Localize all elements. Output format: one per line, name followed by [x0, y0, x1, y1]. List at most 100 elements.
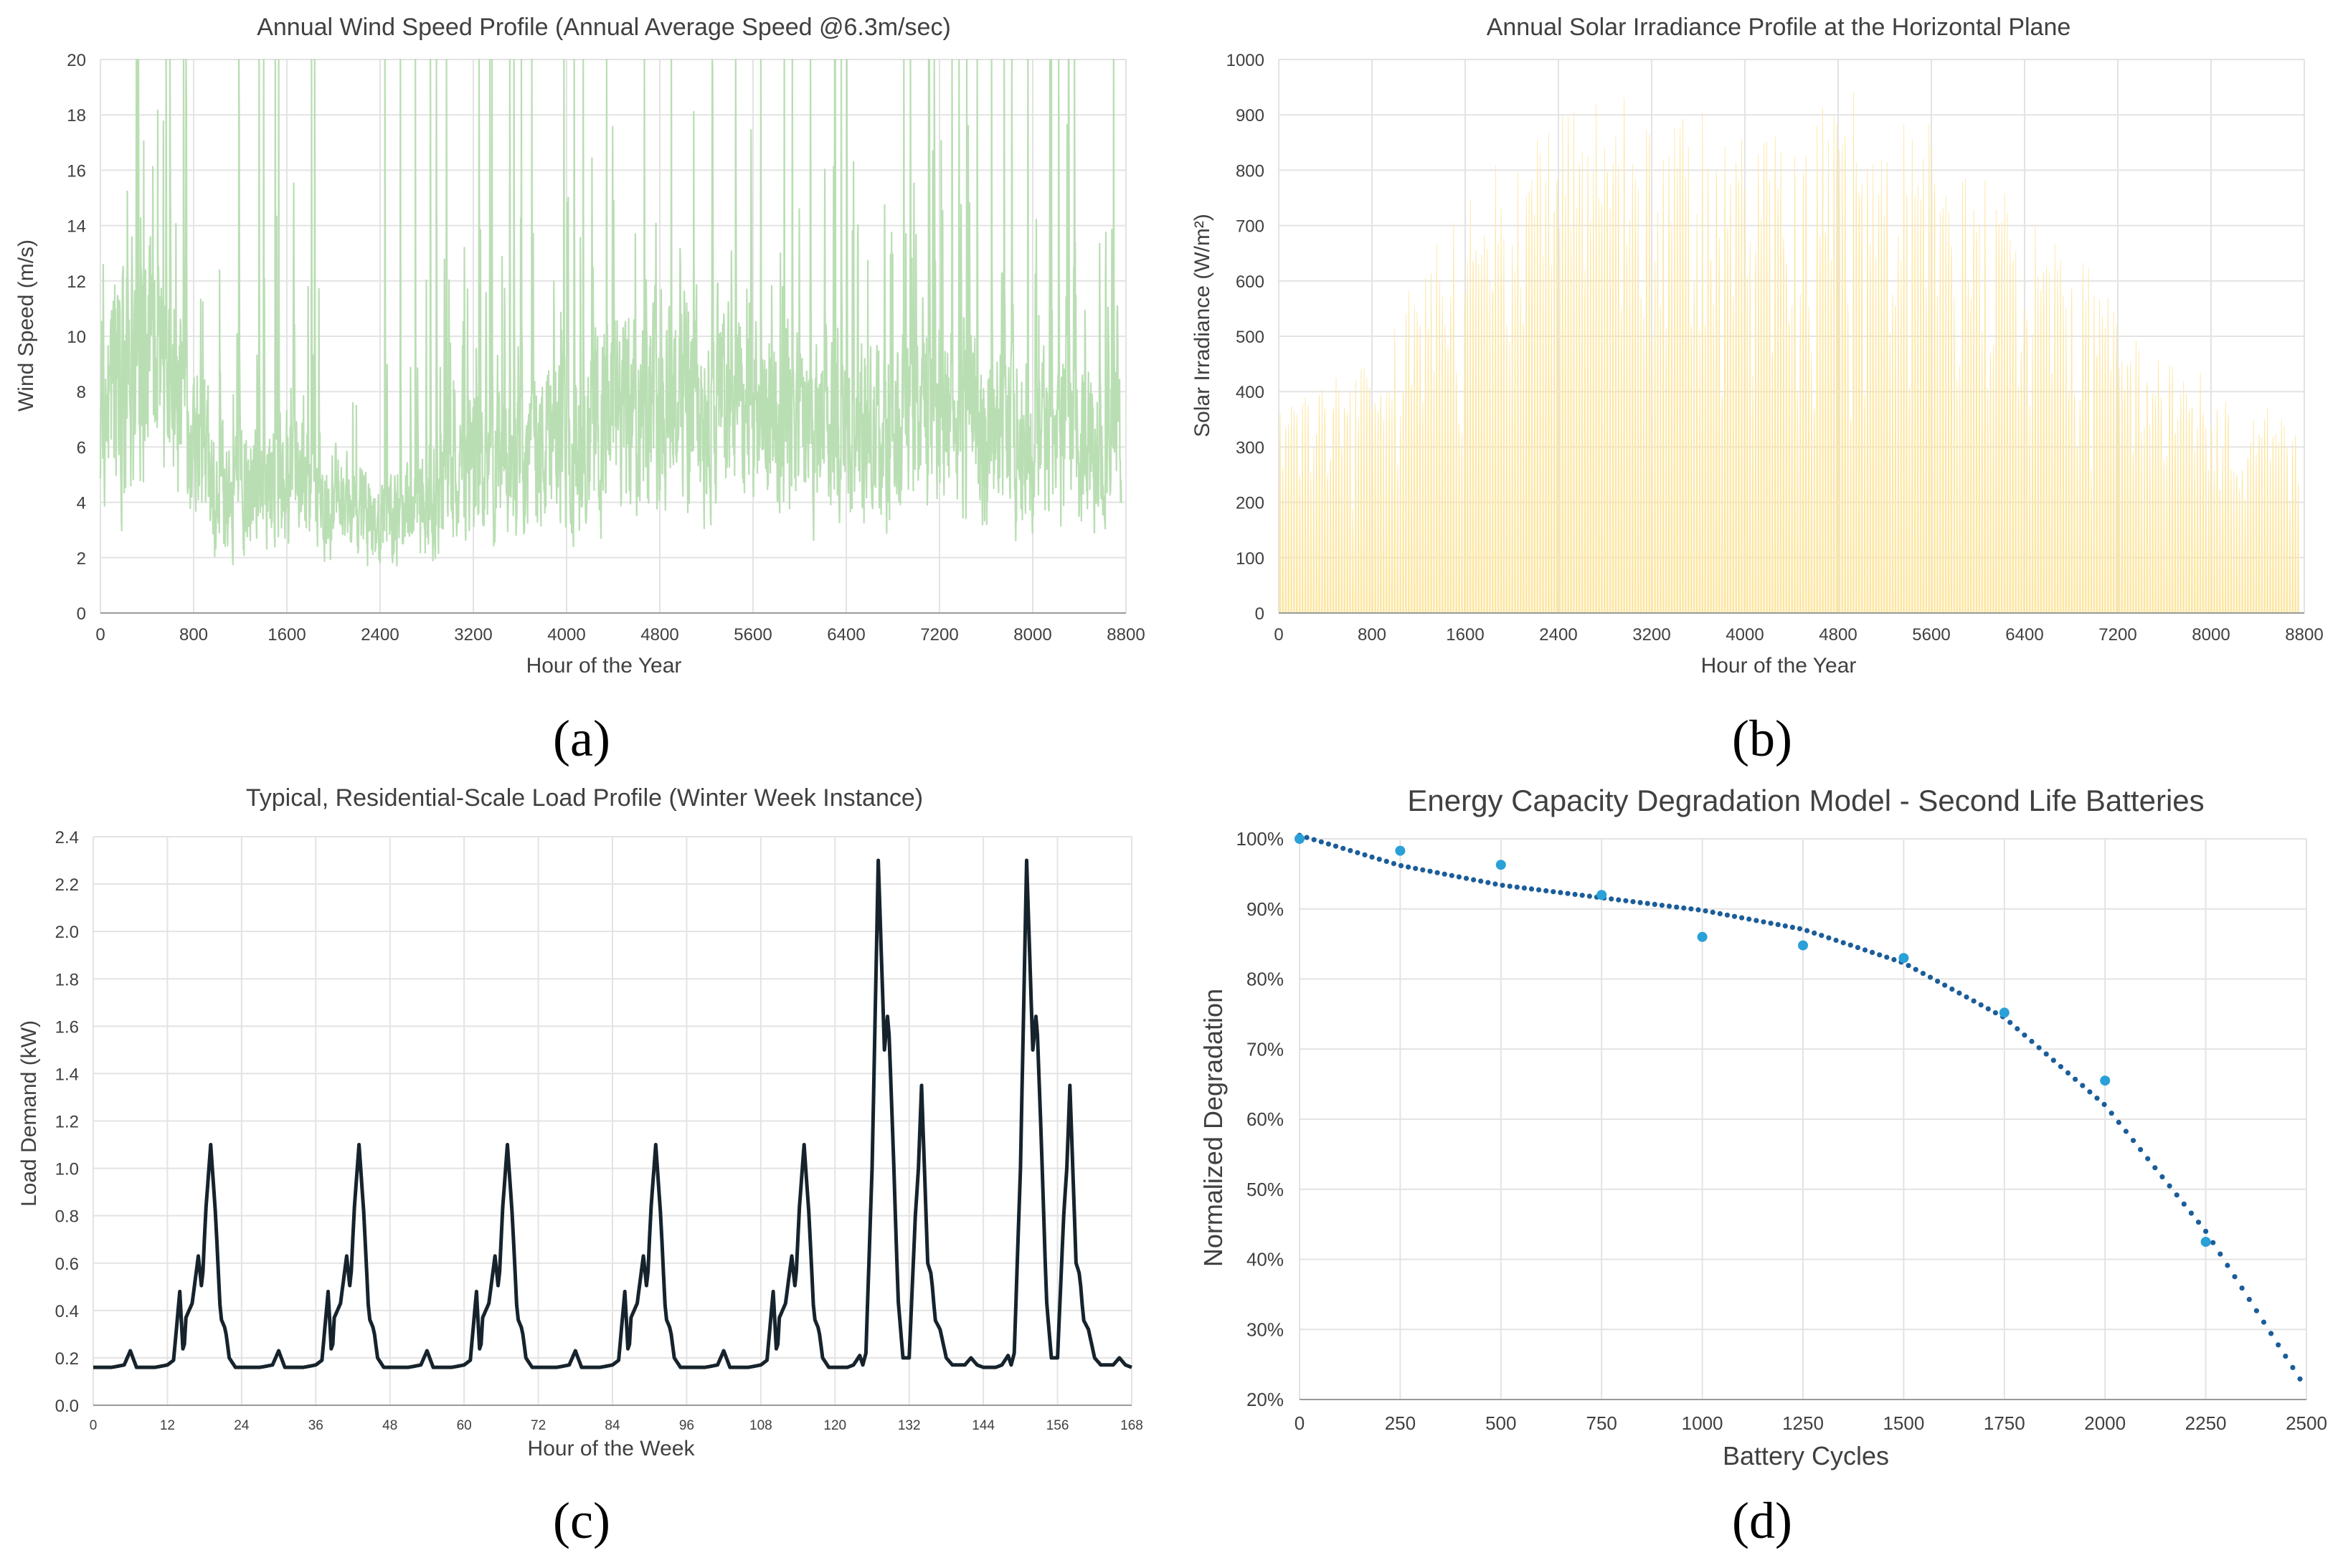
chart-d-trend-dot — [1891, 956, 1897, 963]
chart-d-trend-dot — [1710, 909, 1715, 915]
chart-c-title: Typical, Residential-Scale Load Profile … — [246, 784, 923, 812]
chart-d-title: Energy Capacity Degradation Model - Seco… — [1407, 784, 2204, 817]
chart-panel-b-solar: Annual Solar Irradiance Profile at the H… — [1191, 14, 2324, 767]
chart-d-point — [1697, 931, 1708, 942]
chart-d-trend-dot — [2109, 1111, 2114, 1116]
chart-d-trend-dot — [1688, 906, 1694, 912]
chart-c-xtick: 84 — [605, 1418, 620, 1433]
chart-a-ytick: 20 — [67, 51, 86, 70]
chart-d-trend-dot — [1340, 845, 1346, 851]
chart-d-trend-dot — [1978, 1002, 1984, 1008]
chart-a-ytick: 8 — [77, 383, 86, 402]
chart-b-ytick: 500 — [1236, 328, 1264, 347]
chart-d-trend-dot — [2195, 1220, 2202, 1225]
chart-c-ytick: 0.2 — [55, 1349, 79, 1369]
chart-b-xtick: 3200 — [1632, 625, 1670, 645]
chart-c-xtick: 96 — [679, 1418, 694, 1433]
chart-d-ytick: 20% — [1246, 1389, 1284, 1410]
chart-d-trend-dot — [2138, 1146, 2144, 1152]
chart-d-ytick: 80% — [1246, 969, 1284, 990]
chart-c-xtick: 144 — [972, 1418, 995, 1433]
chart-a-xtick: 3200 — [454, 625, 492, 645]
chart-b-ytick: 600 — [1236, 272, 1264, 292]
chart-c-series-load — [93, 858, 1132, 1369]
chart-d-xtick: 1500 — [1883, 1412, 1924, 1434]
chart-d-trend-dot — [1964, 994, 1969, 1000]
chart-a-xtick: 8000 — [1013, 625, 1051, 645]
chart-panel-c-load: Typical, Residential-Scale Load Profile … — [17, 784, 1143, 1549]
chart-d-point — [1999, 1007, 2010, 1018]
chart-d-trend-dot — [1870, 949, 1875, 955]
chart-d-trend-dot — [1311, 837, 1317, 842]
chart-b-ytick: 200 — [1236, 494, 1264, 513]
chart-b-ytick: 400 — [1236, 383, 1264, 402]
chart-d-trend-dot — [1514, 884, 1520, 890]
chart-c-ytick: 2.0 — [55, 923, 79, 942]
chart-c-ytick: 0.6 — [55, 1255, 79, 1274]
chart-d-trend-dot — [1362, 852, 1368, 857]
chart-d-trend-dot — [1492, 881, 1498, 887]
chart-d-xtick: 500 — [1485, 1412, 1516, 1434]
chart-c-xtick: 132 — [898, 1418, 921, 1433]
chart-a-xtick: 5600 — [734, 625, 772, 645]
chart-d-trend-dot — [1797, 926, 1803, 931]
chart-d-trend-dot — [1942, 982, 1948, 988]
chart-b-xtick: 2400 — [1539, 625, 1577, 645]
chart-b-ylabel: Solar Irradiance (W/m²) — [1191, 214, 1214, 437]
chart-d-trend-dot — [2116, 1119, 2121, 1125]
chart-d-xtick: 2500 — [2286, 1412, 2327, 1434]
chart-d-point — [1395, 845, 1406, 856]
chart-d-trend-dot — [1789, 924, 1795, 930]
chart-a-series-wind — [99, 58, 1122, 567]
chart-b-xtick: 8000 — [2192, 625, 2230, 645]
chart-d-trend-dot — [2225, 1263, 2230, 1268]
chart-d-trend-dot — [2080, 1083, 2086, 1088]
chart-d-trend-dot — [1971, 998, 1977, 1004]
chart-d-trend-dot — [1754, 918, 1759, 923]
chart-d-point — [1798, 940, 1808, 951]
chart-b-xlabel: Hour of the Year — [1701, 654, 1857, 678]
chart-d-trend-dot — [1855, 945, 1860, 951]
chart-d-trend-dot — [2145, 1156, 2151, 1161]
chart-d-trend-dot — [1840, 940, 1846, 946]
chart-b-series-solar — [1279, 92, 2300, 614]
chart-d-trend-dot — [2268, 1331, 2274, 1336]
chart-d-trend-dot — [2246, 1296, 2252, 1302]
chart-d-trend-dot — [2043, 1051, 2049, 1057]
chart-d-trend-dot — [1630, 899, 1636, 905]
chart-d-trend-dot — [1913, 966, 1918, 972]
chart-d-trend-dot — [2152, 1165, 2158, 1171]
chart-c-ylabel: Load Demand (kW) — [17, 1020, 41, 1207]
chart-d-trend-dot — [2283, 1354, 2289, 1359]
chart-a-ytick: 18 — [67, 106, 86, 125]
chart-a-xtick: 0 — [95, 625, 105, 645]
chart-d-trend-dot — [1413, 865, 1419, 871]
chart-d-ylabel: Normalized Degradation — [1198, 989, 1228, 1267]
chart-d-trend-dot — [1420, 867, 1426, 873]
chart-b-title: Annual Solar Irradiance Profile at the H… — [1487, 14, 2071, 41]
chart-d-ytick: 70% — [1246, 1038, 1284, 1060]
chart-c-ytick: 0.8 — [55, 1207, 79, 1227]
chart-d-trend-dot — [1746, 916, 1752, 922]
chart-d-trend-dot — [2239, 1286, 2245, 1291]
chart-d-trend-dot — [2029, 1038, 2035, 1045]
chart-panel-d-degradation: Energy Capacity Degradation Model - Seco… — [1198, 784, 2327, 1549]
chart-d-trend-dot — [1325, 841, 1331, 847]
chart-d-trend-dot — [1485, 880, 1491, 885]
chart-d-trend-dot — [1456, 874, 1462, 880]
panel-label-c: (c) — [553, 1492, 610, 1549]
chart-b-ytick: 800 — [1236, 161, 1264, 181]
chart-d-trend-dot — [1304, 835, 1310, 840]
chart-d-trend-dot — [1956, 990, 1962, 996]
chart-d-trend-dot — [1572, 891, 1578, 898]
chart-d-trend-dot — [1500, 883, 1505, 888]
chart-c-xtick: 60 — [457, 1418, 472, 1433]
chart-d-ytick: 90% — [1246, 898, 1284, 920]
chart-d-trend-dot — [1521, 885, 1527, 891]
chart-d-trend-dot — [1775, 922, 1781, 928]
chart-d-trend-dot — [1761, 919, 1766, 925]
chart-d-trend-dot — [1644, 901, 1650, 906]
chart-d-trend-dot — [1992, 1010, 1998, 1016]
chart-a-title: Annual Wind Speed Profile (Annual Averag… — [257, 14, 951, 41]
